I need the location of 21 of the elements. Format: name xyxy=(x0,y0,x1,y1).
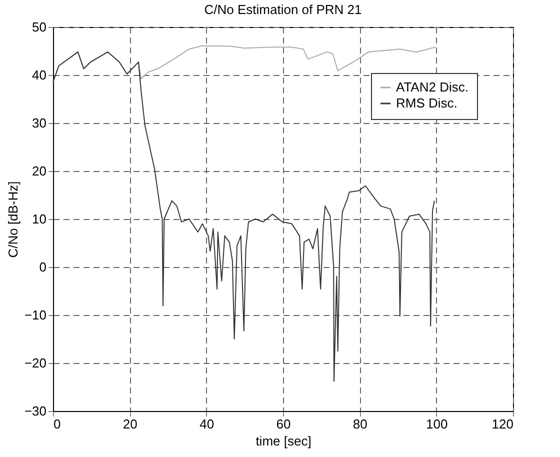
y-tick-label: −20 xyxy=(24,356,46,370)
x-tick-label: 20 xyxy=(122,416,138,432)
x-tick-label: 40 xyxy=(200,416,214,432)
y-tick-label: 50 xyxy=(32,20,46,34)
y-tick-label: −30 xyxy=(24,404,46,418)
legend-label: ATAN2 Disc. xyxy=(396,80,468,94)
x-tick-label: 120 xyxy=(492,416,514,432)
y-tick-label: 30 xyxy=(32,116,46,130)
x-axis-title: time [sec] xyxy=(256,434,312,448)
legend-label: RMS Disc. xyxy=(396,96,458,110)
x-tick-label: 60 xyxy=(276,416,291,432)
y-tick-label: 10 xyxy=(32,212,46,226)
x-tick-label: 100 xyxy=(426,416,448,432)
y-tick-label: 0 xyxy=(39,260,46,274)
x-tick-label: 0 xyxy=(54,416,61,432)
y-tick-label: 20 xyxy=(32,164,46,178)
y-tick-label: −10 xyxy=(24,308,46,322)
x-tick-label: 80 xyxy=(352,416,368,432)
y-axis-title: C/No [dB-Hz] xyxy=(5,181,20,258)
y-tick-label: 40 xyxy=(32,68,46,82)
chart-title: C/No Estimation of PRN 21 xyxy=(204,2,362,17)
